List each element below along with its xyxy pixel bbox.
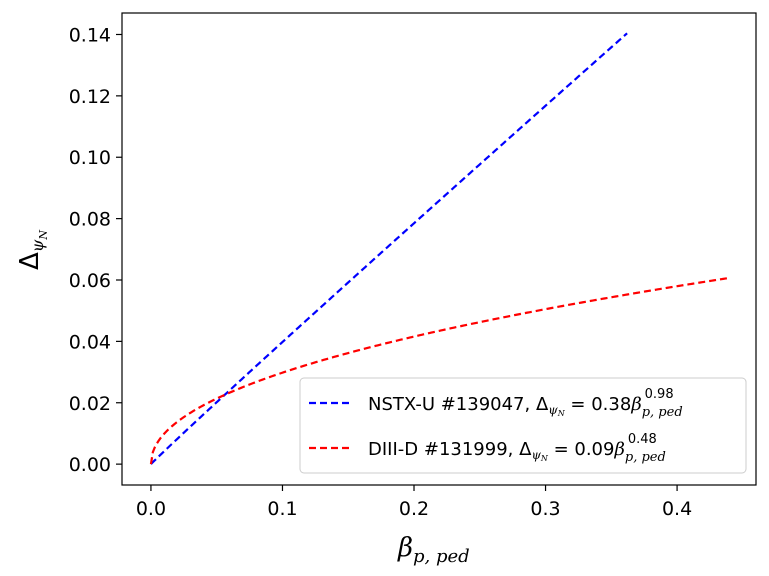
y-tick-label: 0.10 <box>69 147 111 169</box>
y-axis-ticks: 0.00 0.02 0.04 0.06 0.08 0.10 0.12 0.14 <box>69 24 122 476</box>
y-tick-label: 0.02 <box>69 393 111 415</box>
y-tick-label: 0.14 <box>69 24 111 46</box>
plot-frame <box>121 12 757 486</box>
x-tick-label: 0.2 <box>399 498 429 520</box>
legend: NSTX-U #139047, ΔψN = 0.38βp, ped0.98 DI… <box>299 377 747 474</box>
series-layer <box>149 32 728 465</box>
legend-prefix-diiid: DIII-D #131999, <box>368 439 519 460</box>
x-tick-label: 0.1 <box>267 498 297 520</box>
y-tick-label: 0.08 <box>69 209 111 231</box>
y-tick-label: 0.12 <box>69 86 111 108</box>
x-axis-ticks: 0.0 0.1 0.2 0.3 0.4 <box>136 485 692 520</box>
x-tick-label: 0.0 <box>136 498 166 520</box>
legend-prefix-nstxu: NSTX-U #139047, <box>368 394 536 415</box>
y-tick-label: 0.00 <box>69 454 111 476</box>
legend-label-nstxu: NSTX-U #139047, ΔψN = 0.38βp, ped0.98 <box>368 387 683 420</box>
x-tick-label: 0.3 <box>530 498 560 520</box>
x-axis-label: βp, ped <box>397 533 470 567</box>
legend-label-diiid: DIII-D #131999, ΔψN = 0.09βp, ped0.48 <box>368 432 666 465</box>
x-tick-label: 0.4 <box>662 498 692 520</box>
series-line-nstxu <box>150 32 628 465</box>
y-axis-label: ΔψN <box>15 230 50 270</box>
y-tick-label: 0.06 <box>69 270 111 292</box>
legend-box <box>299 377 747 474</box>
y-tick-label: 0.04 <box>69 331 111 353</box>
series-line-diiid <box>149 277 728 465</box>
